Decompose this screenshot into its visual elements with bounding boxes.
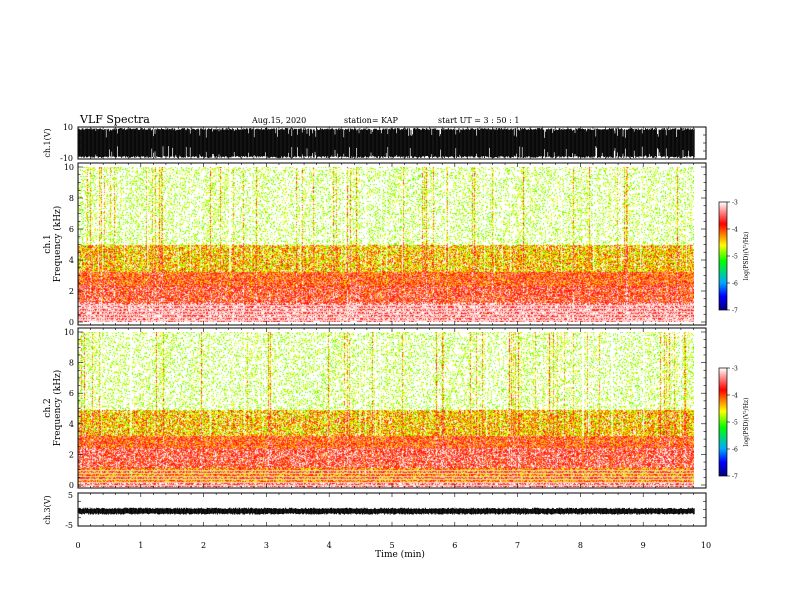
- ch2-colorbar-label: log(PSD)(V²/Hz): [743, 398, 750, 447]
- frequency-tick-label: 8: [69, 359, 74, 368]
- time-tick-label: 6: [452, 541, 457, 550]
- ch1-colorbar-image: [719, 202, 727, 310]
- frequency-tick-label: 0: [69, 318, 74, 327]
- time-tick-label: 2: [201, 541, 206, 550]
- time-axis-label: Time (min): [375, 549, 425, 560]
- frequency-tick-label: 6: [69, 225, 74, 234]
- figure-title: VLF Spectra: [79, 113, 150, 126]
- time-tick-label: 4: [327, 541, 332, 550]
- frequency-tick-label: 4: [69, 256, 74, 265]
- frequency-tick-label: 10: [64, 163, 74, 172]
- ch1-frequency-ticks: 0 2 4 6 8 10: [64, 163, 706, 327]
- ch1-colorbar: -3 -4 -5 -6 -7 log(PSD)(V²/Hz): [718, 200, 750, 315]
- date-label: Aug.15, 2020: [251, 116, 306, 125]
- colorbar-tick-label: -6: [732, 281, 738, 288]
- frequency-tick-label: 2: [69, 450, 74, 459]
- colorbar-tick-label: -6: [732, 447, 738, 454]
- ch2-frequency-ticks: 0 2 4 6 8 10: [64, 328, 706, 490]
- frequency-tick-label: 10: [64, 328, 74, 337]
- ch1-colorbar-label: log(PSD)(V²/Hz): [743, 232, 750, 281]
- ch1-ytick-top: 10: [63, 123, 73, 132]
- ch1-waveform-panel: 10 -10 ch.1(V): [43, 123, 707, 163]
- time-tick-label: 3: [264, 541, 269, 550]
- ch1-waveform-trace: [78, 128, 706, 158]
- colorbar-tick-label: -3: [732, 200, 738, 207]
- frequency-tick-label: 0: [69, 481, 74, 490]
- station-label: station= KAP: [344, 116, 399, 125]
- ch1-spectrogram-panel: 0 2 4 6 8 10 ch.1 Frequency (kHz): [43, 162, 707, 327]
- time-tick-label: 8: [578, 541, 583, 550]
- time-axis-ticks: [77, 127, 707, 526]
- time-tick-label: 9: [641, 541, 646, 550]
- ch2-colorbar-ticks: -3 -4 -5 -6 -7: [727, 366, 738, 481]
- ch3-ytick-bottom: -5: [65, 521, 73, 530]
- time-tick-label: 7: [515, 541, 520, 550]
- frequency-tick-label: 6: [69, 389, 74, 398]
- colorbar-tick-label: -4: [732, 227, 738, 234]
- time-tick-label: 10: [701, 541, 711, 550]
- ch1-ytick-bottom: -10: [60, 154, 73, 163]
- ch2-spectrogram-panel: 0 2 4 6 8 10 ch.2 Frequency (kHz): [43, 327, 707, 490]
- ch2-colorbar-image: [719, 368, 727, 476]
- ch1-freq-ylabel: Frequency (kHz): [52, 206, 63, 283]
- ch1-colorbar-ticks: -3 -4 -5 -6 -7: [727, 200, 738, 315]
- ch2-colorbar: -3 -4 -5 -6 -7 log(PSD)(V²/Hz): [718, 366, 750, 481]
- colorbar-tick-label: -7: [732, 474, 738, 481]
- ch1-spectrogram-image: [78, 167, 694, 322]
- time-tick-label: 0: [75, 541, 80, 550]
- ch1-freq-ylabel-top: ch.1: [43, 234, 53, 253]
- colorbar-tick-label: -4: [732, 393, 738, 400]
- colorbar-tick-label: -5: [732, 420, 738, 427]
- ch3-waveform-panel: 5 -5 ch.3(V): [43, 491, 707, 530]
- ch2-freq-ylabel: Frequency (kHz): [52, 370, 63, 447]
- time-axis-tick-labels: 0 1 2 3 4 5 6 7 8 9 10: [75, 541, 711, 550]
- colorbar-tick-label: -5: [732, 254, 738, 261]
- colorbar-tick-label: -7: [732, 308, 738, 315]
- ch1-waveform-ylabel: ch.1(V): [43, 128, 52, 157]
- frequency-tick-label: 4: [69, 420, 74, 429]
- time-tick-label: 1: [138, 541, 143, 550]
- ch3-waveform-trace: [78, 500, 706, 519]
- start-time-label: start UT = 3 : 50 : 1: [438, 116, 519, 125]
- frequency-tick-label: 8: [69, 194, 74, 203]
- ch2-freq-ylabel-top: ch.2: [43, 398, 53, 417]
- time-tick-label: 5: [389, 541, 394, 550]
- ch3-waveform-ylabel: ch.3(V): [43, 495, 52, 524]
- frequency-tick-label: 2: [69, 287, 74, 296]
- colorbar-tick-label: -3: [732, 366, 738, 373]
- ch2-spectrogram-image: [78, 332, 694, 487]
- ch3-ytick-top: 5: [68, 491, 73, 500]
